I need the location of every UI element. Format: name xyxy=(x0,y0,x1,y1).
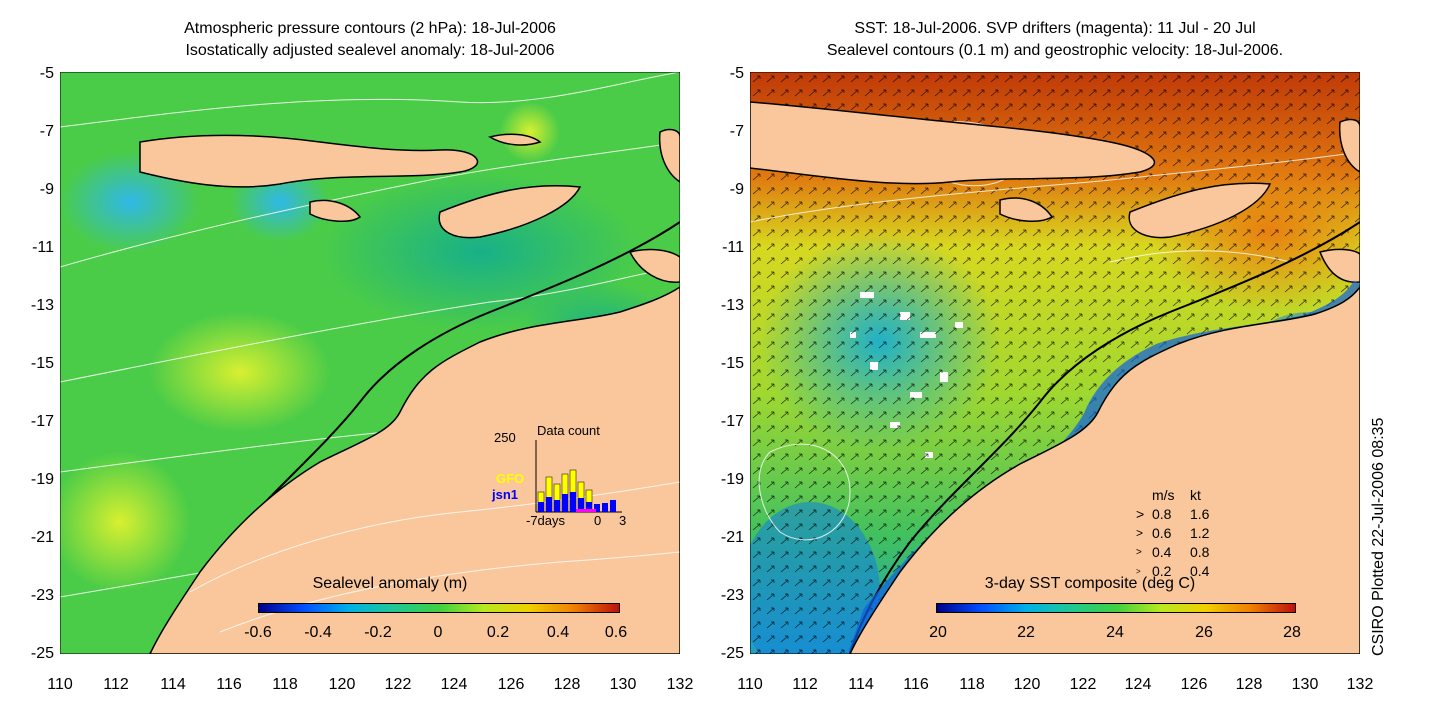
left-cbar-tick: 0.6 xyxy=(604,624,628,641)
right-title-line1: SST: 18-Jul-2006. SVP drifters (magenta)… xyxy=(854,20,1256,37)
right-y-label: -5 xyxy=(729,65,744,82)
left-title-line2: Isostatically adjusted sealevel anomaly:… xyxy=(185,42,555,59)
legend-ms: 0.4 xyxy=(1152,544,1172,560)
left-x-label: 126 xyxy=(497,676,525,693)
sst-map xyxy=(750,72,1360,654)
left-y-label: -11 xyxy=(32,239,54,256)
right-y-label: -13 xyxy=(720,297,744,314)
legend-ms: 0.6 xyxy=(1152,525,1172,541)
right-x-label: 122 xyxy=(1069,676,1097,693)
left-x-label: 114 xyxy=(160,676,186,693)
right-x-label: 120 xyxy=(1013,676,1041,693)
arrow-icon: > xyxy=(1136,526,1144,540)
right-y-label: -23 xyxy=(720,587,744,604)
arrow-icon: > xyxy=(1136,506,1145,522)
right-x-label: 118 xyxy=(959,676,985,693)
right-colorbar-label: 3-day SST composite (deg C) xyxy=(984,575,1196,592)
right-y-label: -17 xyxy=(720,413,744,430)
left-x-label: 122 xyxy=(384,676,412,693)
legend-header-kt: kt xyxy=(1190,487,1201,503)
inset-x-label-start: -7days xyxy=(526,513,566,528)
inset-x-label-end: 3 xyxy=(619,513,627,528)
left-x-label: 124 xyxy=(440,676,468,693)
left-x-label: 112 xyxy=(103,676,129,693)
right-y-label: -7 xyxy=(729,123,744,140)
left-y-label: -23 xyxy=(30,587,54,604)
left-y-label: -19 xyxy=(30,471,54,488)
right-y-label: -9 xyxy=(729,181,744,198)
right-cbar-tick: 26 xyxy=(1195,624,1213,641)
right-x-label: 124 xyxy=(1124,676,1152,693)
velocity-legend: m/s kt > 0.8 1.6 > 0.6 1.2 > 0.4 0.8 > 0… xyxy=(1136,486,1226,581)
right-y-label: -21 xyxy=(720,529,744,546)
left-x-label: 116 xyxy=(216,676,242,693)
legend-kt: 1.6 xyxy=(1190,506,1210,522)
sealevel-anomaly-map xyxy=(60,72,680,654)
left-y-label: -17 xyxy=(30,413,54,430)
right-x-label: 132 xyxy=(1346,676,1374,693)
inset-series-jsn1: jsn1 xyxy=(492,487,519,502)
left-y-label: -21 xyxy=(30,529,54,546)
left-x-label: 120 xyxy=(328,676,356,693)
legend-ms: 0.2 xyxy=(1152,563,1172,579)
inset-ymax-label: 250 xyxy=(494,430,516,445)
arrow-icon: > xyxy=(1136,547,1142,558)
legend-kt: 0.8 xyxy=(1190,544,1210,560)
legend-kt: 1.2 xyxy=(1190,525,1210,541)
legend-ms: 0.8 xyxy=(1152,506,1172,522)
right-x-label: 116 xyxy=(903,676,929,693)
right-x-label: 112 xyxy=(792,676,818,693)
right-cbar-tick: 28 xyxy=(1283,624,1301,641)
inset-series-gfo: GFO xyxy=(496,471,525,486)
right-y-label: -15 xyxy=(720,355,744,372)
right-y-label: -25 xyxy=(720,645,744,662)
right-x-label: 130 xyxy=(1291,676,1319,693)
legend-header-ms: m/s xyxy=(1152,487,1175,503)
right-x-label: 114 xyxy=(848,676,874,693)
left-cbar-tick: 0.2 xyxy=(486,624,510,641)
right-cbar-tick: 22 xyxy=(1017,624,1035,641)
arrow-icon: > xyxy=(1136,567,1141,576)
left-y-label: -15 xyxy=(30,355,54,372)
left-y-label: -9 xyxy=(39,181,54,198)
left-cbar-tick: 0 xyxy=(433,624,443,641)
credit-text: CSIRO Plotted 22-Jul-2006 08:35 xyxy=(1370,417,1387,656)
left-cbar-tick: 0.4 xyxy=(546,624,570,641)
left-x-label: 110 xyxy=(47,676,73,693)
right-cbar-tick: 20 xyxy=(929,624,947,641)
inset-x-label-zero: 0 xyxy=(594,513,602,528)
left-y-label: -13 xyxy=(30,297,54,314)
right-x-label: 110 xyxy=(737,676,763,693)
left-y-label: -25 xyxy=(30,645,54,662)
right-title-line2: Sealevel contours (0.1 m) and geostrophi… xyxy=(826,42,1284,59)
left-cbar-tick: -0.4 xyxy=(304,624,332,641)
right-colorbar xyxy=(936,603,1296,613)
left-cbar-tick: -0.6 xyxy=(244,624,272,641)
data-count-inset xyxy=(535,440,622,513)
right-x-label: 126 xyxy=(1180,676,1208,693)
right-x-label: 128 xyxy=(1235,676,1263,693)
inset-title: Data count xyxy=(537,423,600,438)
left-colorbar xyxy=(258,603,620,613)
left-colorbar-label: Sealevel anomaly (m) xyxy=(312,575,468,592)
left-x-label: 130 xyxy=(609,676,637,693)
left-title-line1: Atmospheric pressure contours (2 hPa): 1… xyxy=(184,20,556,37)
legend-kt: 0.4 xyxy=(1190,563,1210,579)
right-cbar-tick: 24 xyxy=(1106,624,1124,641)
right-y-label: -11 xyxy=(722,239,744,256)
left-x-label: 128 xyxy=(553,676,581,693)
left-cbar-tick: -0.2 xyxy=(364,624,392,641)
left-x-label: 118 xyxy=(272,676,298,693)
right-y-label: -19 xyxy=(720,471,744,488)
left-y-label: -5 xyxy=(39,65,54,82)
left-y-label: -7 xyxy=(39,123,54,140)
left-x-label: 132 xyxy=(666,676,694,693)
